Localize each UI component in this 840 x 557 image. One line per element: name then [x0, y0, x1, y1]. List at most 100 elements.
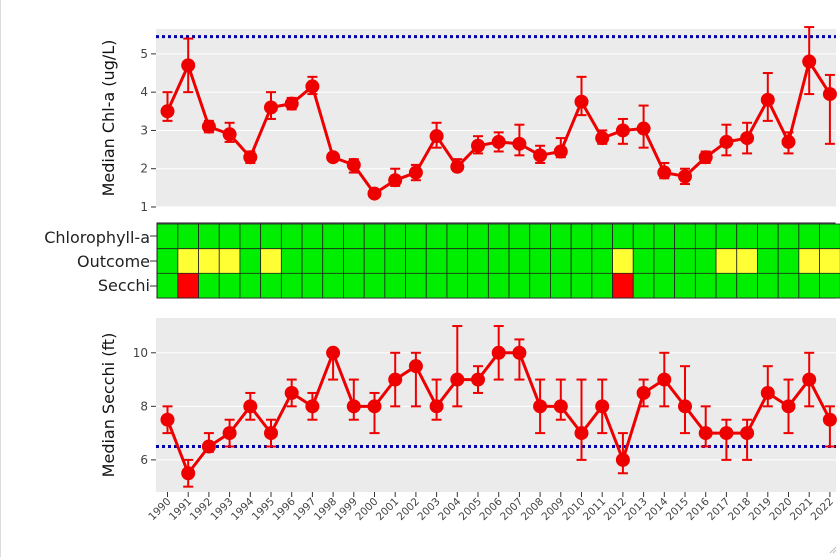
x-tick-label: 1993	[208, 496, 235, 523]
x-tick-label: 2000	[353, 496, 380, 523]
data-point	[740, 426, 755, 441]
heatmap-cell	[446, 272, 469, 299]
heatmap-cell	[694, 248, 717, 274]
heatmap-cell	[322, 223, 344, 250]
heatmap-cell	[736, 272, 758, 299]
heatmap-cell	[612, 272, 634, 299]
data-point	[491, 345, 506, 360]
heatmap-cell	[260, 272, 282, 299]
heatmap-cell	[529, 223, 551, 250]
x-tick-label: 2003	[415, 496, 442, 523]
data-point	[657, 372, 672, 387]
heatmap-cell	[736, 223, 758, 250]
heatmap-cell	[487, 223, 510, 250]
x-tick-label: 2022	[809, 496, 836, 523]
x-tick-label: 2017	[705, 496, 732, 523]
y-tick-label: 3	[140, 123, 148, 137]
heatmap-cell	[343, 248, 365, 274]
heatmap-cell	[301, 223, 324, 250]
data-point	[264, 426, 278, 441]
data-point	[388, 173, 403, 188]
heatmap-cell	[570, 223, 593, 250]
data-point	[284, 96, 299, 111]
x-tick-label: 1991	[167, 496, 194, 523]
heatmap-cell	[301, 272, 324, 299]
data-point	[657, 165, 672, 180]
data-point	[698, 426, 713, 441]
data-point	[781, 134, 796, 149]
data-point	[346, 399, 361, 414]
heatmap-cell	[156, 272, 179, 299]
data-point	[822, 87, 837, 102]
data-point	[408, 165, 423, 180]
y-tick-label: 4	[140, 85, 148, 99]
heatmap-cell	[694, 223, 717, 250]
heatmap-cell	[446, 248, 469, 274]
heatmap-cell	[198, 223, 220, 250]
heatmap-cell	[591, 223, 613, 250]
heatmap-cell	[363, 223, 386, 250]
resize-grip-icon[interactable]	[829, 546, 837, 554]
data-point	[305, 79, 320, 94]
heatmap-cell	[425, 272, 448, 299]
x-tick-label: 2004	[436, 495, 464, 523]
data-point	[160, 104, 175, 119]
data-point	[512, 136, 527, 151]
heatmap-cell	[322, 248, 344, 274]
heatmap-cell	[405, 223, 427, 250]
secchi-y-ticks: 6 8 10	[133, 346, 156, 467]
y-tick-label: 5	[140, 47, 148, 61]
heatmap-cell	[819, 223, 840, 250]
data-point	[719, 134, 734, 149]
heatmap-cell	[612, 248, 634, 274]
heatmap-cell	[632, 272, 655, 299]
y-tick-label: 2	[140, 162, 148, 176]
heatmap-cell	[239, 223, 262, 250]
heatmap-cell	[425, 223, 448, 250]
data-point	[636, 385, 651, 400]
data-point	[346, 157, 361, 172]
x-tick-label: 2013	[622, 496, 649, 523]
data-point	[802, 54, 817, 69]
data-point	[760, 385, 775, 400]
data-point	[222, 127, 237, 142]
data-point	[388, 372, 403, 387]
heatmap-cell	[322, 272, 344, 299]
x-tick-label: 2018	[726, 496, 753, 523]
data-point	[222, 426, 237, 441]
chla-panel: 1 2 3 4 5 Median Chl-a (ug/L)	[99, 26, 837, 214]
secchi-series	[160, 325, 837, 488]
heatmap-cells	[156, 223, 840, 299]
y-tick-label: 1	[140, 200, 148, 214]
secchi-panel-background	[156, 318, 836, 492]
heatmap-cell	[198, 272, 220, 299]
data-point	[471, 138, 485, 153]
heatmap-cell	[384, 248, 406, 274]
heatmap-cell	[177, 272, 199, 299]
heatmap-cell	[508, 272, 531, 299]
heatmap-cell	[280, 223, 303, 250]
heatmap-row-label-chlorophyll: Chlorophyll-a	[44, 228, 150, 247]
x-tick-label: 1997	[291, 496, 318, 523]
heatmap-cell	[198, 248, 220, 274]
x-tick-label: 1990	[146, 496, 173, 523]
heatmap-cell	[301, 248, 324, 274]
data-point	[471, 372, 485, 387]
data-point	[574, 94, 589, 109]
data-point	[201, 119, 216, 134]
heatmap-cell	[632, 223, 655, 250]
heatmap-cell	[757, 272, 779, 299]
data-point	[429, 129, 444, 144]
data-point	[181, 58, 196, 73]
heatmap-cell	[777, 223, 800, 250]
x-tick-label: 2010	[560, 496, 587, 523]
heatmap-cell	[529, 272, 551, 299]
data-point	[450, 372, 465, 387]
x-tick-label: 1994	[229, 495, 257, 523]
heatmap-cell	[487, 248, 510, 274]
heatmap-cell	[405, 248, 427, 274]
heatmap-cell	[632, 248, 655, 274]
data-point	[615, 452, 630, 467]
y-tick-label: 8	[140, 399, 148, 413]
heatmap-cell	[550, 248, 572, 274]
